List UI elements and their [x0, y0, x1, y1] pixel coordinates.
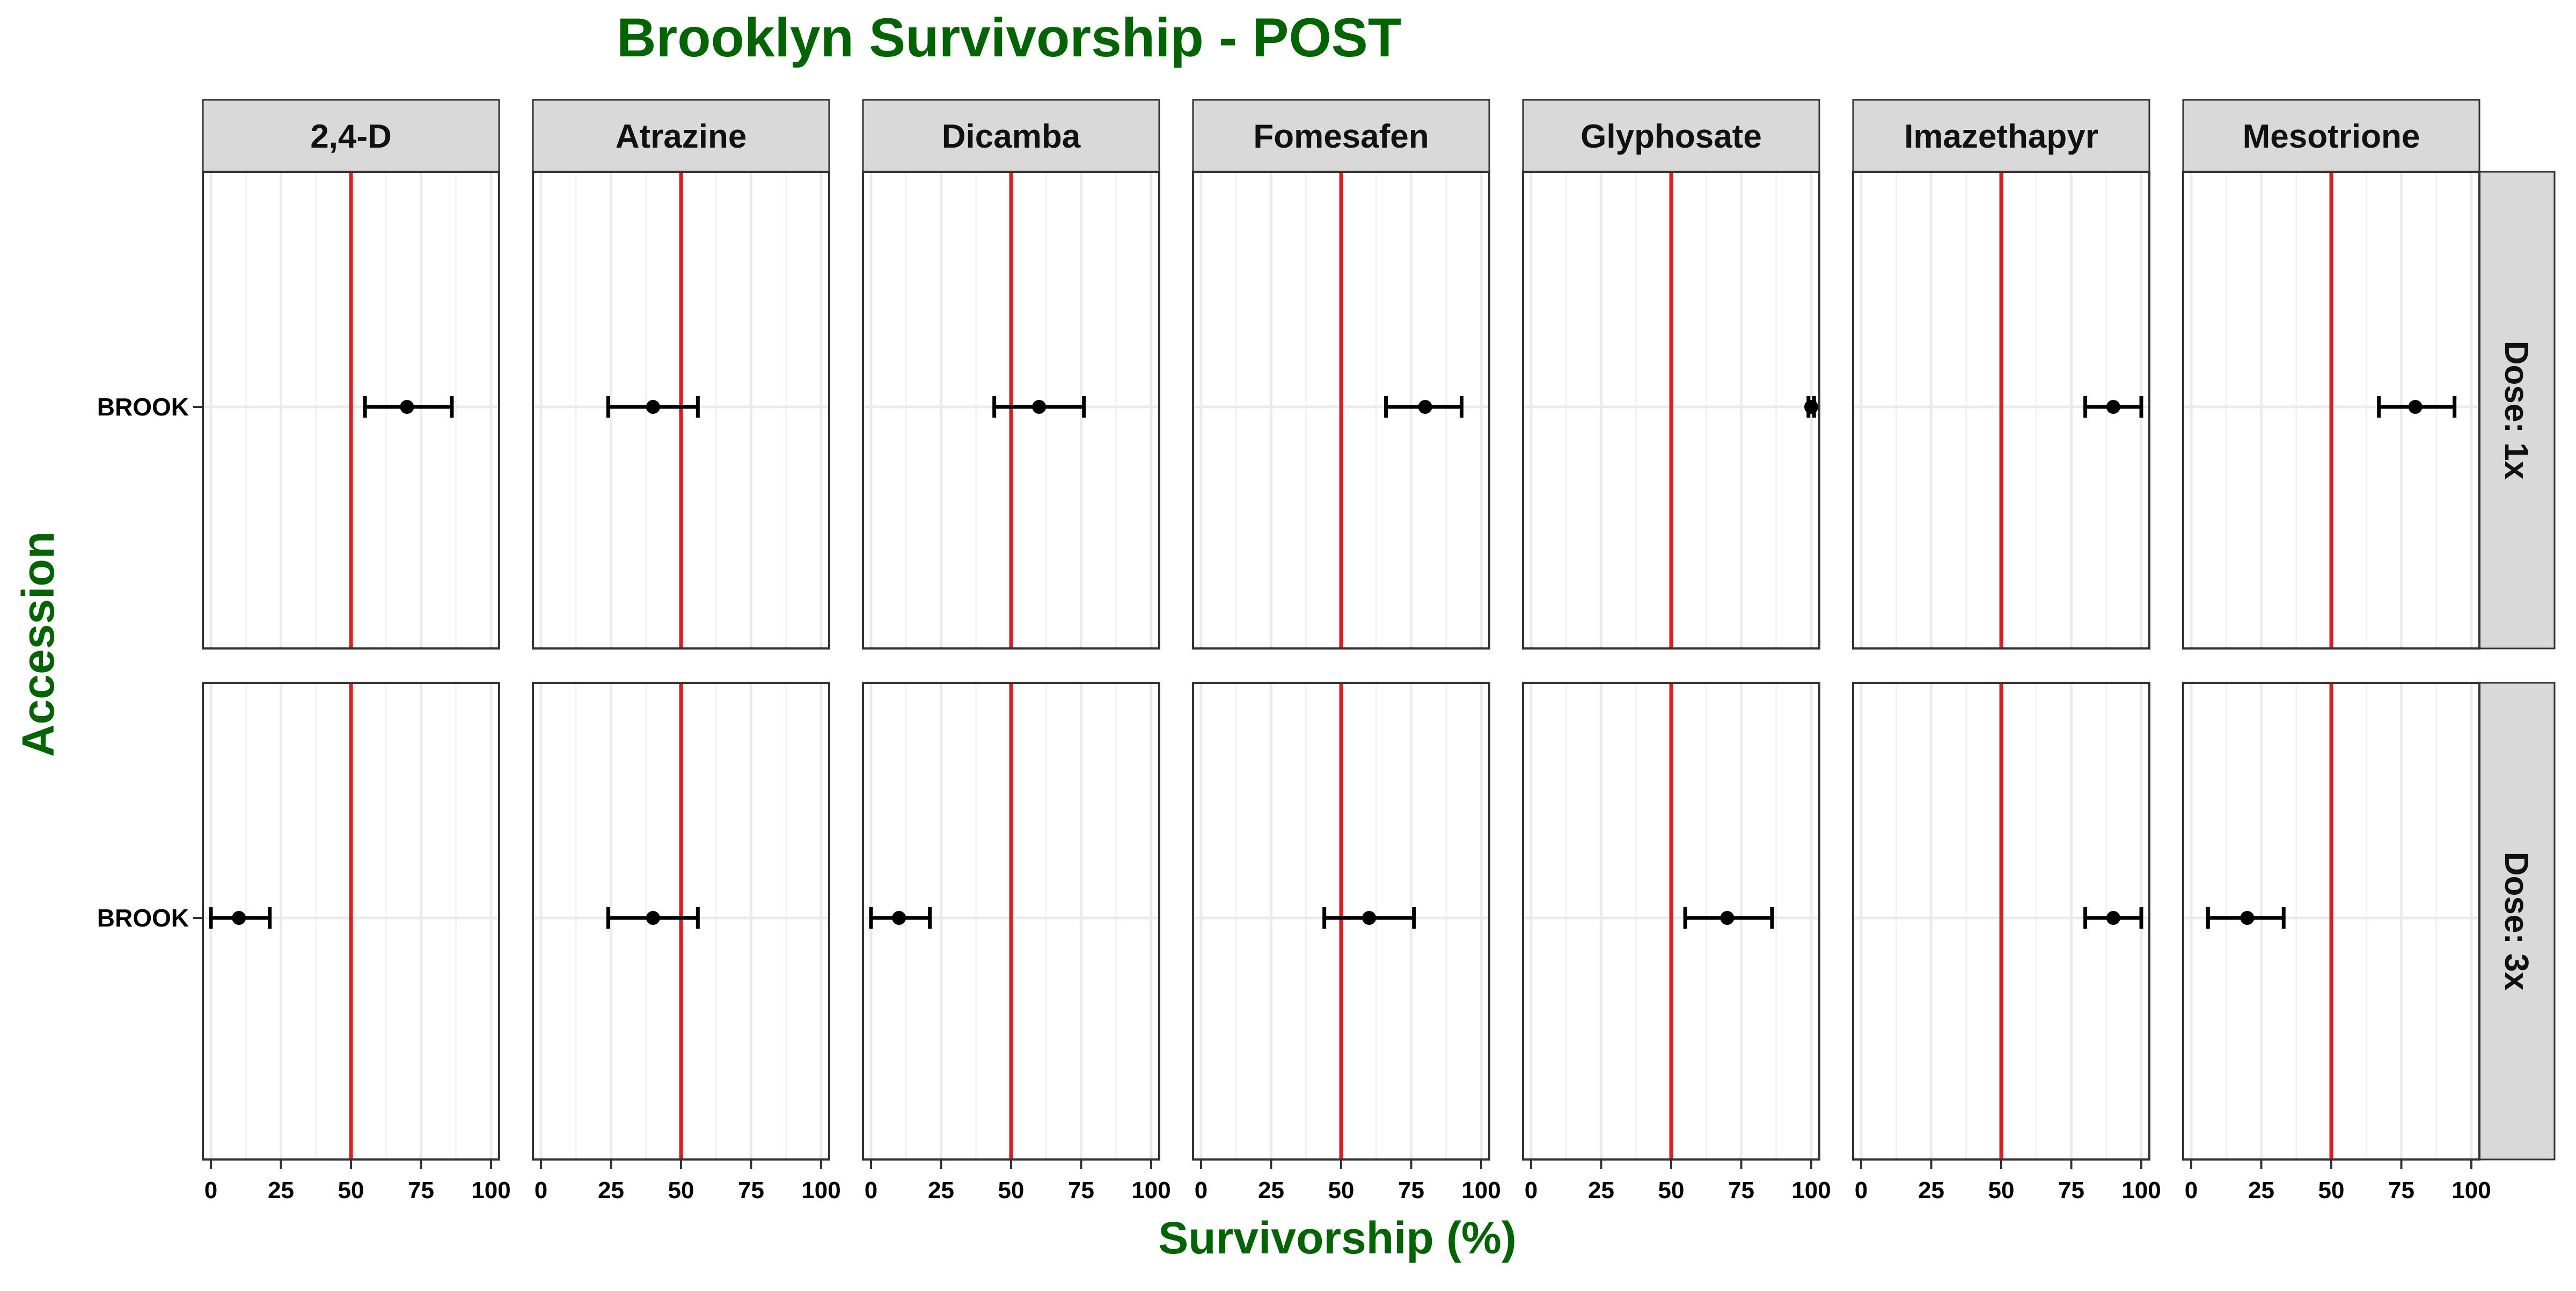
x-tick-label: 25: [1258, 1177, 1284, 1204]
panel-border: [1852, 171, 2150, 650]
panel-border: [202, 171, 500, 650]
data-point: [2106, 911, 2120, 925]
x-tick-label: 0: [1855, 1177, 1868, 1204]
x-axis-title: Survivorship (%): [1158, 1213, 1516, 1263]
panel-border: [1192, 171, 1490, 650]
x-tick-label: 100: [2121, 1177, 2161, 1204]
data-point: [892, 911, 906, 925]
facet-label-column: Mesotrione: [2243, 118, 2420, 155]
x-tick-label: 50: [1988, 1177, 2015, 1204]
y-tick-label: BROOK: [97, 393, 189, 421]
x-tick-label: 50: [998, 1177, 1024, 1204]
facet-strip-column: [532, 99, 830, 173]
facet-strip-column: [202, 99, 500, 173]
panel-border: [862, 171, 1160, 650]
x-tick-label: 50: [338, 1177, 364, 1204]
x-tick-label: 50: [1328, 1177, 1355, 1204]
x-tick-label: 100: [1461, 1177, 1501, 1204]
data-point: [1720, 911, 1735, 925]
x-tick-label: 0: [1525, 1177, 1538, 1204]
data-point: [2106, 400, 2120, 414]
x-tick-label: 0: [2185, 1177, 2198, 1204]
x-tick-label: 100: [1131, 1177, 1170, 1204]
facet-label-column: 2,4-D: [310, 118, 392, 155]
data-point: [646, 400, 660, 414]
data-point: [1418, 400, 1432, 414]
data-point: [2240, 911, 2255, 925]
x-tick-label: 75: [738, 1177, 764, 1204]
x-tick-label: 25: [268, 1177, 294, 1204]
x-tick-label: 25: [1918, 1177, 1944, 1204]
x-tick-label: 100: [471, 1177, 510, 1204]
x-tick-label: 75: [1398, 1177, 1424, 1204]
x-tick-label: 75: [1728, 1177, 1754, 1204]
x-tick-label: 25: [1588, 1177, 1614, 1204]
facet-strip-column: [1192, 99, 1490, 173]
facet-label-row: Dose: 1x: [2498, 341, 2535, 480]
facet-label-column: Glyphosate: [1580, 118, 1762, 155]
data-point: [1032, 400, 1046, 414]
facet-label-column: Dicamba: [942, 118, 1081, 155]
x-tick-label: 75: [2058, 1177, 2084, 1204]
data-point: [232, 911, 246, 925]
data-point: [646, 911, 660, 925]
panel-border: [532, 171, 830, 650]
y-tick-label: BROOK: [97, 904, 189, 932]
x-tick-label: 0: [1195, 1177, 1208, 1204]
x-tick-label: 75: [2388, 1177, 2414, 1204]
chart-title: Brooklyn Survivorship - POST: [617, 7, 1401, 68]
panel-border: [1522, 171, 1820, 650]
y-axis-title: Accession: [13, 531, 63, 757]
x-tick-label: 0: [204, 1177, 217, 1204]
facet-strip-column: [1852, 99, 2150, 173]
x-tick-label: 75: [408, 1177, 434, 1204]
facet-label-row: Dose: 3x: [2498, 852, 2535, 991]
x-tick-label: 100: [2451, 1177, 2491, 1204]
x-tick-label: 25: [928, 1177, 954, 1204]
x-tick-label: 25: [598, 1177, 624, 1204]
facet-label-column: Fomesafen: [1253, 118, 1429, 155]
data-point: [400, 400, 414, 414]
data-point: [1804, 400, 1818, 414]
panel-border: [2182, 171, 2480, 650]
x-tick-label: 50: [2318, 1177, 2345, 1204]
facet-strip-column: [862, 99, 1160, 173]
x-tick-label: 50: [1658, 1177, 1685, 1204]
x-tick-label: 0: [535, 1177, 547, 1204]
x-tick-label: 75: [1068, 1177, 1094, 1204]
x-tick-label: 100: [801, 1177, 840, 1204]
x-tick-label: 100: [1791, 1177, 1831, 1204]
x-tick-label: 25: [2248, 1177, 2274, 1204]
data-point: [1362, 911, 1377, 925]
data-point: [2408, 400, 2423, 414]
x-tick-label: 0: [865, 1177, 877, 1204]
x-tick-label: 50: [668, 1177, 694, 1204]
facet-label-column: Atrazine: [616, 118, 747, 155]
facet-label-column: Imazethapyr: [1904, 118, 2098, 155]
panels-layer: 2,4-D Atrazine Dicamba Fomesafen Glyphosate I…: [97, 99, 2556, 1204]
